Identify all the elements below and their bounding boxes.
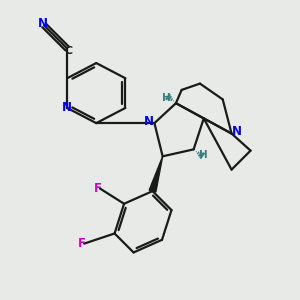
Text: F: F	[78, 237, 86, 250]
Text: N: N	[144, 115, 154, 128]
Text: F: F	[94, 182, 101, 195]
Polygon shape	[149, 156, 163, 192]
Text: C: C	[65, 46, 73, 56]
Text: H: H	[162, 92, 171, 103]
Text: N: N	[38, 17, 47, 30]
Text: H: H	[200, 150, 208, 160]
Text: N: N	[232, 125, 242, 139]
Text: N: N	[61, 101, 71, 114]
